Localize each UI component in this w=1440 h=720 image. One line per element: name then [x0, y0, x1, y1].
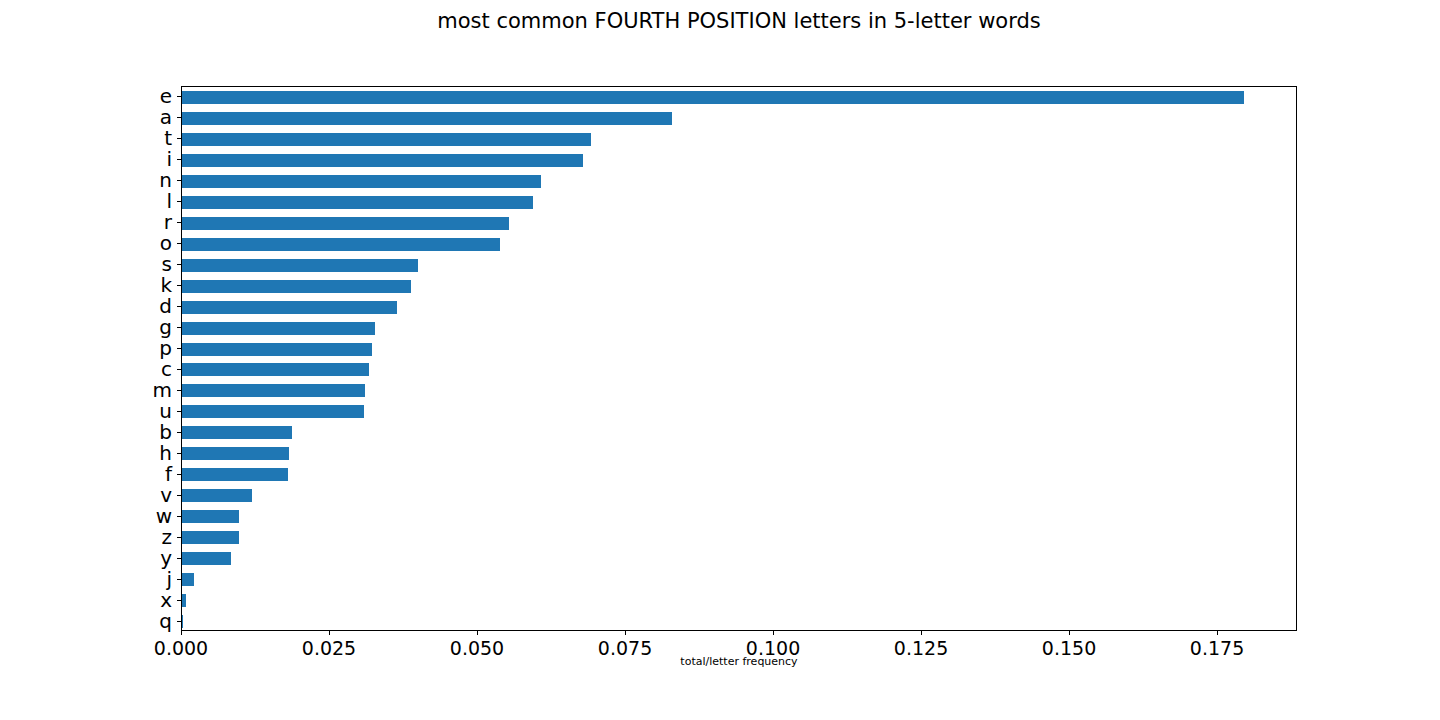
y-tick-mark-w	[177, 516, 181, 517]
bar-h	[182, 447, 289, 460]
x-tick-mark-0.075	[625, 631, 626, 635]
bar-g	[182, 322, 375, 335]
y-tick-label-n: n	[132, 170, 172, 190]
y-tick-mark-z	[177, 537, 181, 538]
x-tick-mark-0.125	[921, 631, 922, 635]
bar-i	[182, 154, 583, 167]
y-tick-label-q: q	[132, 611, 172, 631]
y-tick-mark-n	[177, 180, 181, 181]
bar-d	[182, 301, 397, 314]
y-tick-label-k: k	[132, 275, 172, 295]
y-tick-mark-k	[177, 285, 181, 286]
bar-y	[182, 552, 231, 565]
chart-figure: most common FOURTH POSITION letters in 5…	[0, 0, 1440, 720]
y-tick-mark-b	[177, 432, 181, 433]
bar-f	[182, 468, 288, 481]
y-tick-mark-s	[177, 264, 181, 265]
bar-n	[182, 175, 541, 188]
bar-o	[182, 238, 500, 251]
y-tick-mark-r	[177, 222, 181, 223]
bar-e	[182, 91, 1244, 104]
plot-area	[181, 86, 1297, 631]
bar-t	[182, 133, 591, 146]
bar-p	[182, 343, 372, 356]
x-tick-mark-0.150	[1069, 631, 1070, 635]
y-tick-label-h: h	[132, 443, 172, 463]
y-tick-label-x: x	[132, 590, 172, 610]
y-tick-label-o: o	[132, 233, 172, 253]
bar-b	[182, 426, 292, 439]
y-tick-label-s: s	[132, 254, 172, 274]
y-tick-label-p: p	[132, 338, 172, 358]
y-tick-label-w: w	[132, 506, 172, 526]
y-tick-mark-f	[177, 474, 181, 475]
y-tick-label-r: r	[132, 212, 172, 232]
bar-l	[182, 196, 533, 209]
y-tick-mark-c	[177, 369, 181, 370]
y-tick-mark-o	[177, 243, 181, 244]
y-tick-label-i: i	[132, 149, 172, 169]
y-tick-label-e: e	[132, 86, 172, 106]
bar-r	[182, 217, 509, 230]
y-tick-mark-l	[177, 201, 181, 202]
bar-s	[182, 259, 418, 272]
bar-w	[182, 510, 239, 523]
y-tick-mark-e	[177, 96, 181, 97]
x-tick-mark-0.100	[773, 631, 774, 635]
y-tick-label-b: b	[132, 422, 172, 442]
y-tick-mark-u	[177, 411, 181, 412]
x-tick-mark-0.025	[329, 631, 330, 635]
bar-x	[182, 594, 186, 607]
x-tick-mark-0.050	[477, 631, 478, 635]
bar-j	[182, 573, 194, 586]
y-tick-mark-q	[177, 621, 181, 622]
y-tick-label-a: a	[132, 107, 172, 127]
bar-z	[182, 531, 239, 544]
y-tick-mark-g	[177, 327, 181, 328]
y-tick-label-j: j	[132, 569, 172, 589]
y-tick-label-l: l	[132, 191, 172, 211]
y-tick-label-c: c	[132, 359, 172, 379]
y-tick-label-u: u	[132, 401, 172, 421]
y-tick-mark-p	[177, 348, 181, 349]
y-tick-mark-v	[177, 495, 181, 496]
x-axis-label: total/letter frequency	[181, 655, 1297, 668]
y-tick-mark-x	[177, 600, 181, 601]
x-tick-mark-0.175	[1217, 631, 1218, 635]
bar-a	[182, 112, 672, 125]
y-tick-mark-d	[177, 306, 181, 307]
y-tick-label-f: f	[132, 464, 172, 484]
y-tick-label-t: t	[132, 128, 172, 148]
bar-q	[182, 615, 183, 628]
bar-u	[182, 405, 364, 418]
y-tick-mark-j	[177, 579, 181, 580]
y-tick-label-z: z	[132, 527, 172, 547]
y-tick-label-d: d	[132, 296, 172, 316]
bar-m	[182, 384, 365, 397]
y-tick-mark-m	[177, 390, 181, 391]
y-tick-mark-i	[177, 159, 181, 160]
y-tick-label-y: y	[132, 548, 172, 568]
y-tick-label-v: v	[132, 485, 172, 505]
bar-v	[182, 489, 252, 502]
y-tick-label-m: m	[132, 380, 172, 400]
chart-title: most common FOURTH POSITION letters in 5…	[181, 9, 1297, 33]
y-tick-mark-a	[177, 117, 181, 118]
y-tick-mark-y	[177, 558, 181, 559]
bar-k	[182, 280, 411, 293]
x-tick-mark-0.000	[181, 631, 182, 635]
y-tick-label-g: g	[132, 317, 172, 337]
y-tick-mark-t	[177, 138, 181, 139]
y-tick-mark-h	[177, 453, 181, 454]
bar-c	[182, 363, 369, 376]
